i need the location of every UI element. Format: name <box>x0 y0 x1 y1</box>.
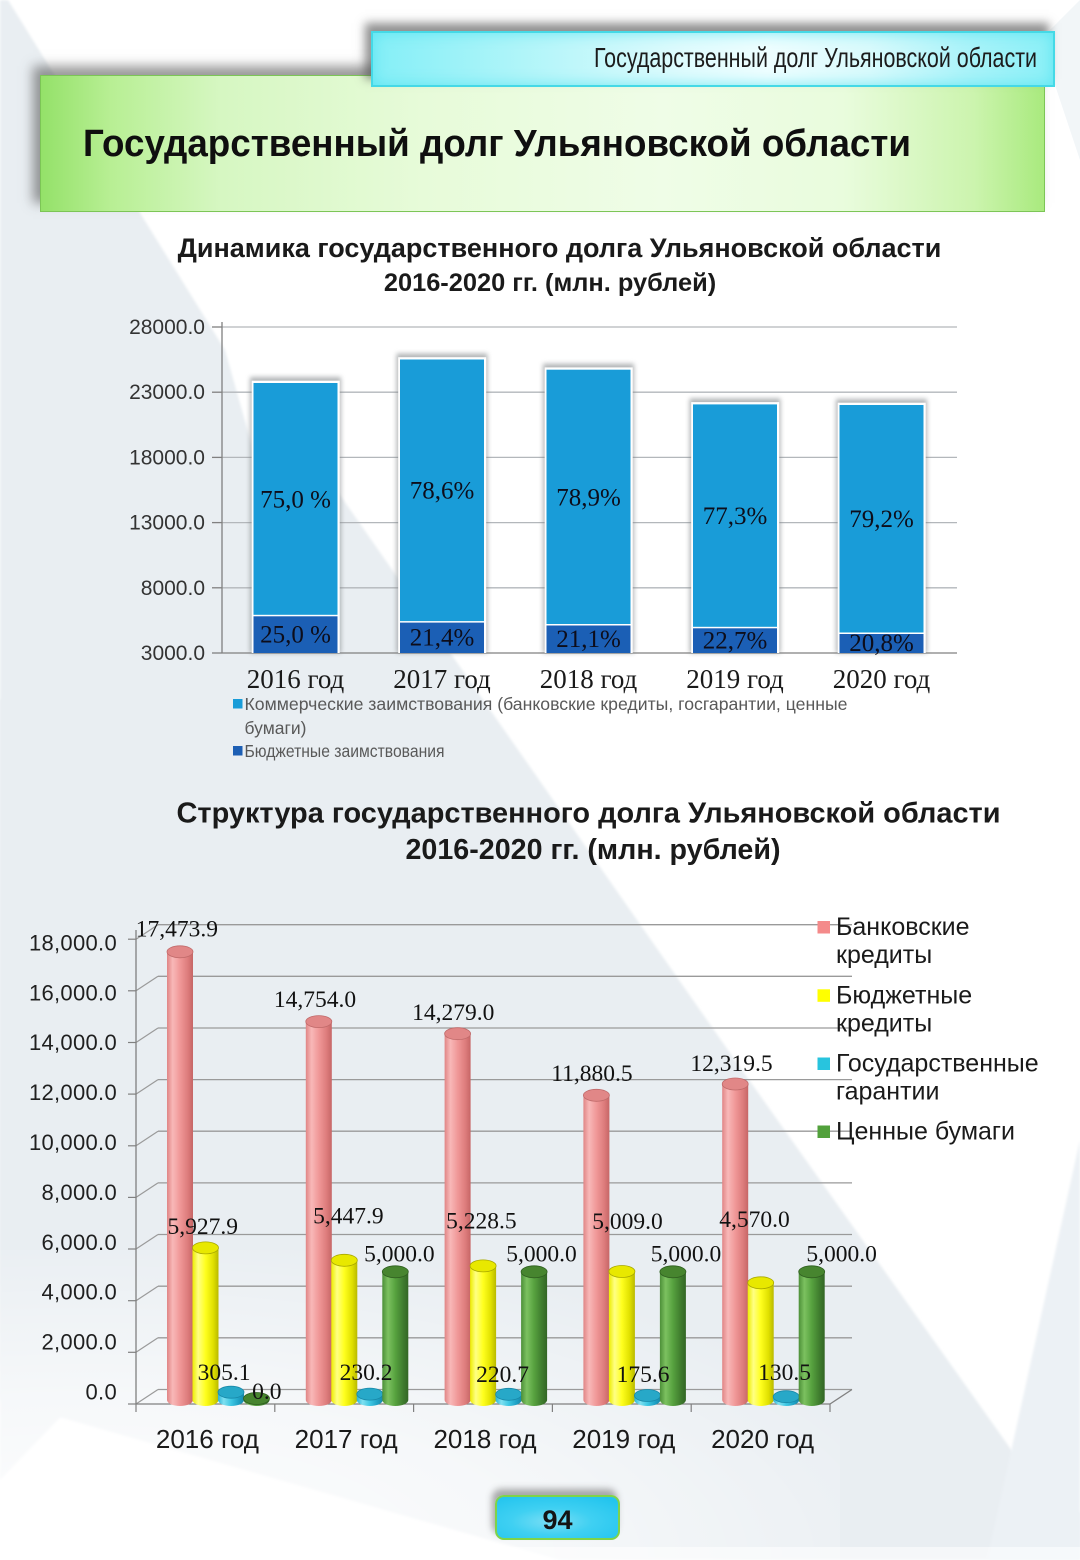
svg-text:кредиты: кредиты <box>836 1009 932 1037</box>
svg-text:3000.0: 3000.0 <box>141 642 205 665</box>
svg-text:Коммерческие заимствования (ба: Коммерческие заимствования (банковские к… <box>245 694 848 714</box>
svg-text:4,570.0: 4,570.0 <box>719 1207 790 1233</box>
svg-text:2018 год: 2018 год <box>540 664 638 694</box>
svg-text:8000.0: 8000.0 <box>141 577 205 600</box>
svg-text:2016-2020 гг. (млн. рублей): 2016-2020 гг. (млн. рублей) <box>406 834 781 866</box>
svg-text:6,000.0: 6,000.0 <box>41 1230 117 1255</box>
svg-text:Государственные: Государственные <box>836 1050 1039 1078</box>
svg-text:2020 год: 2020 год <box>833 664 931 694</box>
svg-text:Структура государственного дол: Структура государственного долга Ульянов… <box>177 798 1001 830</box>
svg-text:130.5: 130.5 <box>758 1360 811 1386</box>
svg-text:23000.0: 23000.0 <box>129 381 205 404</box>
svg-text:5,228.5: 5,228.5 <box>446 1209 517 1235</box>
svg-text:5,927.9: 5,927.9 <box>168 1214 239 1240</box>
svg-text:2017 год: 2017 год <box>393 664 491 694</box>
svg-text:5,447.9: 5,447.9 <box>313 1204 384 1230</box>
svg-text:12,319.5: 12,319.5 <box>690 1051 772 1077</box>
svg-text:гарантии: гарантии <box>836 1078 939 1106</box>
svg-text:77,3%: 77,3% <box>703 503 768 530</box>
svg-text:5,000.0: 5,000.0 <box>506 1242 577 1268</box>
svg-text:8,000.0: 8,000.0 <box>41 1180 117 1205</box>
svg-text:75,0 %: 75,0 % <box>260 487 331 514</box>
svg-text:78,9%: 78,9% <box>556 485 621 512</box>
svg-text:20,8%: 20,8% <box>849 630 914 657</box>
svg-text:кредиты: кредиты <box>836 941 932 969</box>
svg-text:305.1: 305.1 <box>198 1360 251 1386</box>
svg-text:0.0: 0.0 <box>252 1379 281 1405</box>
svg-text:2017 год: 2017 год <box>295 1424 398 1454</box>
svg-text:79,2%: 79,2% <box>849 506 914 533</box>
svg-text:230.2: 230.2 <box>340 1360 393 1386</box>
svg-text:16,000.0: 16,000.0 <box>29 980 117 1005</box>
svg-text:25,0 %: 25,0 % <box>260 621 331 648</box>
svg-text:2,000.0: 2,000.0 <box>41 1330 117 1355</box>
svg-text:бумаги): бумаги) <box>245 718 307 738</box>
svg-text:Государственный долг Ульяновск: Государственный долг Ульяновской области <box>83 123 911 165</box>
svg-text:0.0: 0.0 <box>86 1380 117 1405</box>
svg-text:11,880.5: 11,880.5 <box>551 1061 632 1087</box>
svg-text:5,000.0: 5,000.0 <box>364 1242 435 1268</box>
svg-text:5,000.0: 5,000.0 <box>651 1242 722 1268</box>
svg-text:2016 год: 2016 год <box>156 1424 259 1454</box>
svg-text:28000.0: 28000.0 <box>129 316 205 339</box>
svg-text:Бюджетные: Бюджетные <box>836 981 972 1009</box>
svg-text:2018 год: 2018 год <box>433 1424 536 1454</box>
svg-text:220.7: 220.7 <box>476 1362 529 1388</box>
svg-text:2016 год: 2016 год <box>247 664 345 694</box>
svg-text:14,754.0: 14,754.0 <box>274 987 356 1013</box>
svg-text:14,279.0: 14,279.0 <box>412 1000 494 1026</box>
svg-text:21,1%: 21,1% <box>556 626 621 653</box>
svg-text:12,000.0: 12,000.0 <box>29 1080 117 1105</box>
svg-text:2020 год: 2020 год <box>711 1424 814 1454</box>
svg-text:78,6%: 78,6% <box>410 478 475 505</box>
svg-text:Банковские: Банковские <box>836 913 970 941</box>
svg-text:5,000.0: 5,000.0 <box>806 1242 877 1268</box>
svg-text:4,000.0: 4,000.0 <box>41 1280 117 1305</box>
svg-text:17,473.9: 17,473.9 <box>136 917 218 943</box>
svg-text:Динамика государственного долг: Динамика государственного долга Ульяновс… <box>178 233 942 263</box>
svg-text:22,7%: 22,7% <box>703 627 768 654</box>
svg-text:13000.0: 13000.0 <box>129 512 205 535</box>
svg-text:Государственный долг Ульяновск: Государственный долг Ульяновской области <box>594 42 1037 73</box>
svg-text:18000.0: 18000.0 <box>129 446 205 469</box>
svg-text:10,000.0: 10,000.0 <box>29 1130 117 1155</box>
svg-text:175.6: 175.6 <box>617 1362 670 1388</box>
svg-text:18,000.0: 18,000.0 <box>29 930 117 955</box>
svg-text:2019 год: 2019 год <box>572 1424 675 1454</box>
svg-text:14,000.0: 14,000.0 <box>29 1030 117 1055</box>
svg-text:2016-2020 гг. (млн. рублей): 2016-2020 гг. (млн. рублей) <box>384 269 716 297</box>
svg-text:5,009.0: 5,009.0 <box>592 1209 663 1235</box>
svg-text:Бюджетные заимствования: Бюджетные заимствования <box>245 741 445 761</box>
svg-text:21,4%: 21,4% <box>410 625 475 652</box>
svg-text:2019 год: 2019 год <box>686 664 784 694</box>
svg-text:Ценные бумаги: Ценные бумаги <box>836 1118 1015 1146</box>
